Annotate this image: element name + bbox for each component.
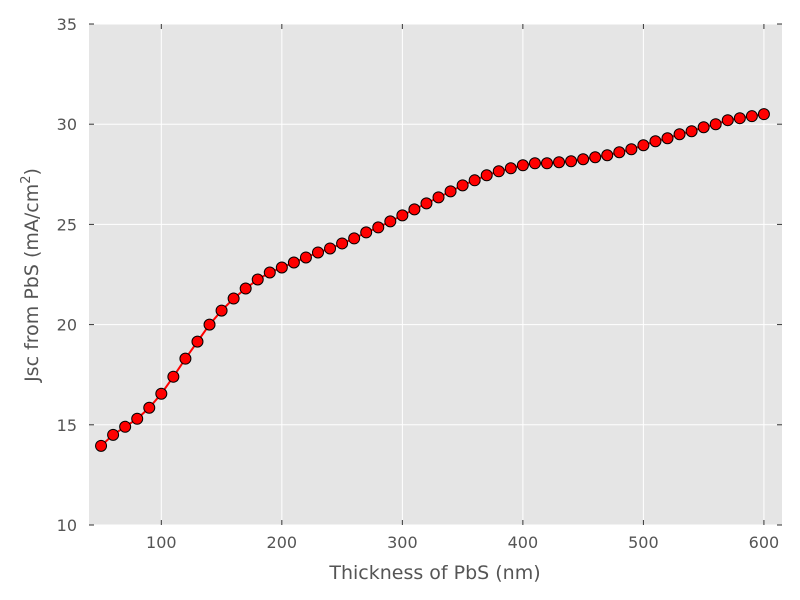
data-point bbox=[167, 370, 180, 383]
x-tick-label: 100 bbox=[146, 533, 177, 552]
data-point bbox=[577, 153, 590, 166]
data-point bbox=[553, 156, 566, 169]
data-point bbox=[348, 232, 361, 245]
data-point bbox=[444, 185, 457, 198]
data-point bbox=[384, 215, 397, 228]
data-point bbox=[685, 125, 698, 138]
plot-area bbox=[89, 24, 782, 525]
y-tick-label: 15 bbox=[57, 416, 77, 435]
y-tick-label: 20 bbox=[57, 316, 77, 335]
data-points bbox=[95, 108, 770, 452]
data-point bbox=[263, 266, 276, 279]
data-point bbox=[360, 226, 373, 239]
data-point bbox=[227, 292, 240, 305]
y-tick-label: 10 bbox=[57, 516, 77, 535]
data-point bbox=[143, 401, 156, 414]
data-point bbox=[396, 209, 409, 222]
data-point bbox=[215, 304, 228, 317]
data-point bbox=[191, 335, 204, 348]
y-axis-label-superscript: 2 bbox=[19, 176, 34, 184]
data-point bbox=[299, 251, 312, 264]
data-point bbox=[119, 420, 132, 433]
data-point bbox=[733, 112, 746, 125]
x-tick-labels: 100 200 300 400 500 600 bbox=[146, 533, 779, 552]
data-point bbox=[589, 151, 602, 164]
data-point bbox=[179, 352, 192, 365]
data-point bbox=[432, 191, 445, 204]
x-tick-label: 300 bbox=[387, 533, 418, 552]
x-tick-label: 500 bbox=[628, 533, 659, 552]
data-point bbox=[372, 221, 385, 234]
data-point bbox=[492, 165, 505, 178]
y-axis-label: Jsc from PbS (mA/cm2) bbox=[19, 168, 43, 383]
data-point bbox=[311, 246, 324, 259]
data-point bbox=[721, 114, 734, 127]
data-point bbox=[613, 146, 626, 159]
y-tick-label: 35 bbox=[57, 15, 77, 34]
data-point bbox=[709, 118, 722, 131]
grid bbox=[89, 23, 782, 526]
data-point bbox=[324, 242, 337, 255]
data-point bbox=[697, 121, 710, 134]
data-point bbox=[757, 108, 770, 121]
tick-marks bbox=[89, 23, 782, 526]
data-point bbox=[637, 139, 650, 152]
y-tick-label: 30 bbox=[57, 115, 77, 134]
y-axis-label-close: ) bbox=[21, 168, 43, 175]
x-tick-label: 400 bbox=[508, 533, 539, 552]
data-point bbox=[528, 157, 541, 170]
data-point bbox=[95, 439, 108, 452]
y-tick-labels: 10 15 20 25 30 35 bbox=[57, 15, 77, 535]
data-point bbox=[649, 135, 662, 148]
data-point bbox=[540, 157, 553, 170]
data-point bbox=[155, 387, 168, 400]
data-point bbox=[504, 162, 517, 175]
data-point bbox=[745, 110, 758, 123]
data-point bbox=[565, 155, 578, 168]
x-tick-label: 600 bbox=[749, 533, 780, 552]
data-point bbox=[287, 256, 300, 269]
x-tick-label: 200 bbox=[267, 533, 298, 552]
data-point bbox=[203, 318, 216, 331]
data-point bbox=[239, 282, 252, 295]
y-axis-label-main: Jsc from PbS (mA/cm bbox=[21, 184, 43, 383]
y-tick-label: 25 bbox=[57, 215, 77, 234]
data-point bbox=[420, 197, 433, 210]
data-point bbox=[336, 237, 349, 250]
data-point bbox=[468, 174, 481, 187]
data-point bbox=[251, 273, 264, 286]
data-point bbox=[275, 261, 288, 274]
data-point bbox=[516, 159, 529, 172]
data-point bbox=[131, 412, 144, 425]
data-point bbox=[673, 128, 686, 141]
data-point bbox=[625, 143, 638, 156]
data-point bbox=[107, 428, 120, 441]
x-axis-label: Thickness of PbS (nm) bbox=[328, 562, 540, 584]
data-point bbox=[408, 203, 421, 216]
data-point bbox=[480, 169, 493, 182]
data-point bbox=[456, 179, 469, 192]
data-point bbox=[661, 132, 674, 145]
data-point bbox=[601, 149, 614, 162]
